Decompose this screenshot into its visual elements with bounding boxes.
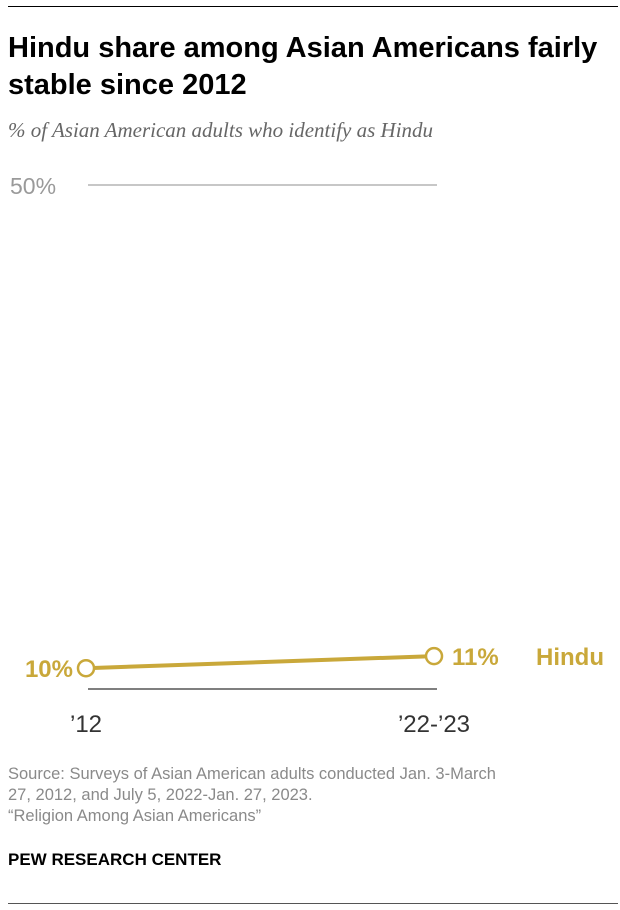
organization-label: PEW RESEARCH CENTER bbox=[8, 850, 222, 869]
data-label-2012: 10% bbox=[25, 656, 73, 683]
source-line-3: “Religion Among Asian Americans” bbox=[8, 807, 262, 825]
series-label-hindu: Hindu bbox=[536, 644, 604, 671]
data-point-2022-2023 bbox=[424, 646, 444, 666]
chart-subtitle: % of Asian American adults who identify … bbox=[8, 118, 434, 142]
source-line-1: Source: Surveys of Asian American adults… bbox=[8, 765, 496, 783]
series-line-hindu bbox=[85, 654, 435, 671]
x-tick-label-2022-2023: ’22-’23 bbox=[398, 711, 470, 738]
bottom-rule bbox=[8, 903, 618, 904]
x-tick-label-2012: ’12 bbox=[70, 711, 102, 738]
source-note: Source: Surveys of Asian American adults… bbox=[8, 764, 608, 827]
data-point-2012 bbox=[76, 658, 96, 678]
source-line-2: 27, 2012, and July 5, 2022-Jan. 27, 2023… bbox=[8, 786, 313, 804]
top-rule bbox=[8, 6, 618, 7]
data-label-2022-2023: 11% bbox=[452, 644, 499, 671]
chart-title: Hindu share among Asian Americans fairly… bbox=[8, 32, 598, 101]
line-chart: 50% 10% 11% Hindu ’12 ’22-’23 bbox=[10, 173, 604, 738]
y-tick-label-50: 50% bbox=[10, 173, 56, 199]
